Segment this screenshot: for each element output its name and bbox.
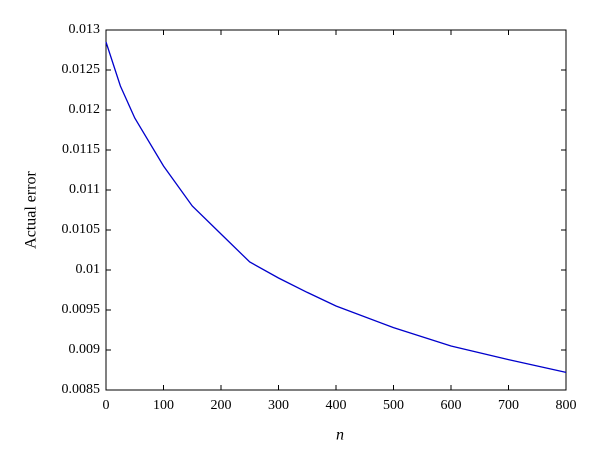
x-tick-label: 100 [153, 398, 174, 413]
y-tick-label: 0.013 [69, 22, 101, 37]
x-tick-label: 700 [498, 398, 519, 413]
y-tick-label: 0.0115 [62, 142, 100, 157]
y-tick-label: 0.0105 [62, 222, 101, 237]
y-axis-label: Actual error [23, 170, 40, 248]
x-axis-label: n [336, 427, 344, 444]
y-tick-label: 0.01 [76, 262, 101, 277]
y-tick-label: 0.0095 [62, 302, 101, 317]
x-tick-label: 0 [103, 398, 110, 413]
y-tick-label: 0.011 [69, 182, 100, 197]
x-tick-label: 600 [441, 398, 462, 413]
x-tick-label: 800 [556, 398, 577, 413]
x-tick-label: 500 [383, 398, 404, 413]
y-tick-label: 0.012 [69, 102, 101, 117]
y-tick-label: 0.009 [69, 342, 101, 357]
x-tick-label: 200 [211, 398, 232, 413]
plot-frame [105, 29, 567, 391]
data-line [105, 41, 567, 374]
x-tick-label: 300 [268, 398, 289, 413]
y-tick-label: 0.0085 [62, 382, 101, 397]
x-tick-label: 400 [326, 398, 347, 413]
y-tick-label: 0.0125 [62, 62, 101, 77]
